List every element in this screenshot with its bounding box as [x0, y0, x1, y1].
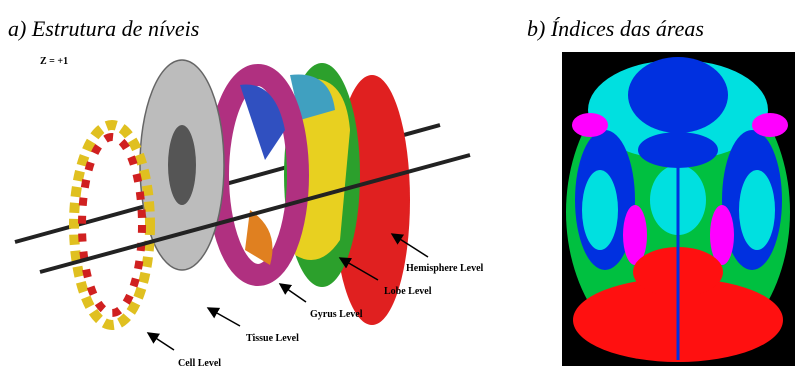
level-label: Tissue Level — [246, 333, 299, 344]
level-label: Lobe Level — [384, 286, 432, 297]
figure: a) Estrutura de níveis b) Índices das ár… — [0, 0, 803, 369]
z-label: Z = +1 — [40, 56, 68, 67]
caption-a: a) Estrutura de níveis — [8, 16, 199, 41]
caption-b: b) Índices das áreas — [527, 16, 704, 41]
brain-atlas-image — [562, 52, 795, 366]
level-label: Hemisphere Level — [406, 263, 484, 274]
level-label: Gyrus Level — [310, 309, 363, 320]
level-label: Cell Level — [178, 358, 221, 369]
